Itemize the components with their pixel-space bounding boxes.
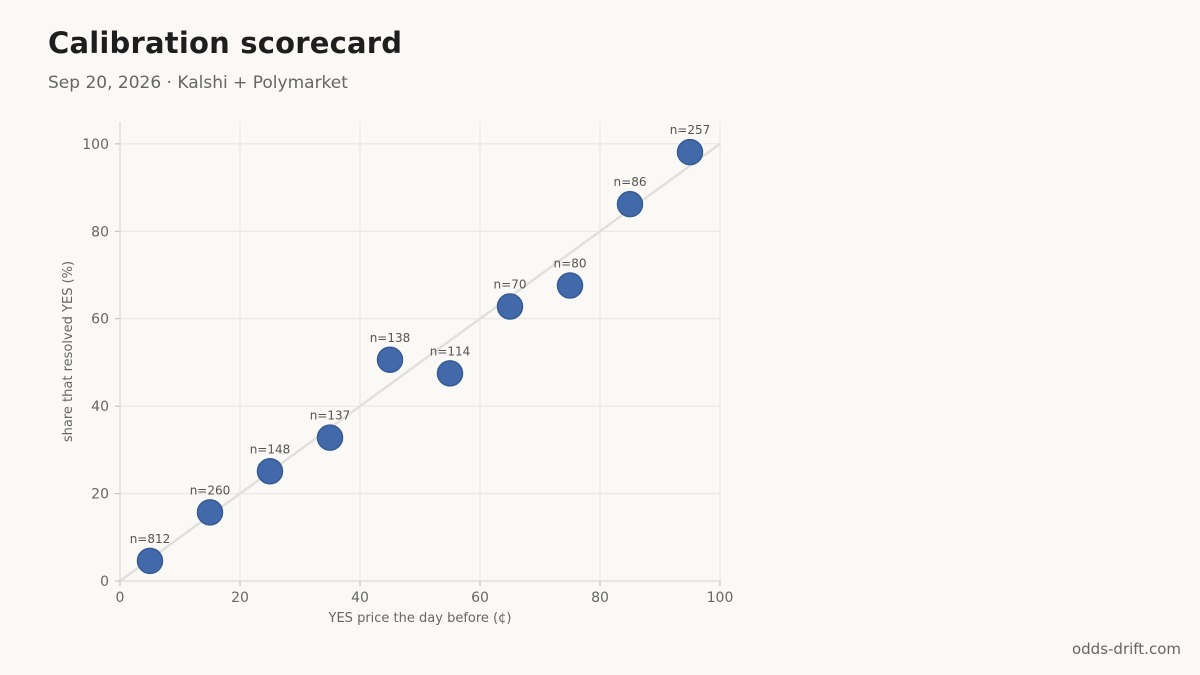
data-point [196, 499, 224, 526]
data-point [136, 547, 164, 575]
y-tick-label: 0 [100, 574, 109, 590]
data-point [316, 424, 344, 451]
x-tick-label: 100 [707, 590, 734, 606]
data-point [256, 458, 284, 485]
data-label: n=257 [670, 123, 711, 137]
data-point [496, 293, 524, 320]
labels-layer: n=812 n=260 n=148 n=137 n=138 n=114 n=70 n=80 n=… [130, 123, 711, 546]
data-label: n=148 [250, 442, 291, 456]
data-point [676, 138, 704, 166]
y-tick-label: 20 [91, 487, 109, 503]
data-point [436, 360, 464, 387]
y-tick-label: 80 [91, 224, 109, 240]
data-label: n=138 [370, 331, 411, 345]
axis-layer: 0 20 40 60 80 100 0 20 40 60 80 100 [82, 122, 733, 606]
y-tick-label: 100 [82, 137, 109, 153]
data-label: n=80 [554, 256, 587, 270]
y-axis-title: share that resolved YES (%) [61, 261, 76, 442]
page-subtitle: Sep 20, 2026 · Kalshi + Polymarket [48, 73, 348, 93]
data-point [556, 272, 584, 299]
data-label: n=86 [614, 175, 647, 189]
data-point [376, 346, 404, 374]
x-tick-label: 80 [591, 590, 609, 606]
grid-layer [120, 122, 721, 581]
x-axis-title: YES price the day before (¢) [328, 611, 512, 626]
source-watermark: odds-drift.com [1071, 640, 1181, 658]
data-label: n=114 [430, 344, 471, 358]
data-label: n=70 [494, 277, 527, 291]
data-point [616, 190, 644, 218]
points-layer [136, 138, 704, 575]
data-label: n=137 [310, 409, 351, 423]
page-title: Calibration scorecard [48, 26, 403, 60]
data-label: n=812 [130, 532, 171, 546]
y-tick-label: 40 [91, 399, 109, 415]
x-tick-label: 40 [351, 590, 369, 606]
data-label: n=260 [190, 483, 231, 497]
y-tick-label: 60 [91, 312, 109, 328]
x-tick-label: 60 [471, 590, 489, 606]
x-tick-label: 0 [116, 590, 125, 606]
x-tick-label: 20 [231, 590, 249, 606]
